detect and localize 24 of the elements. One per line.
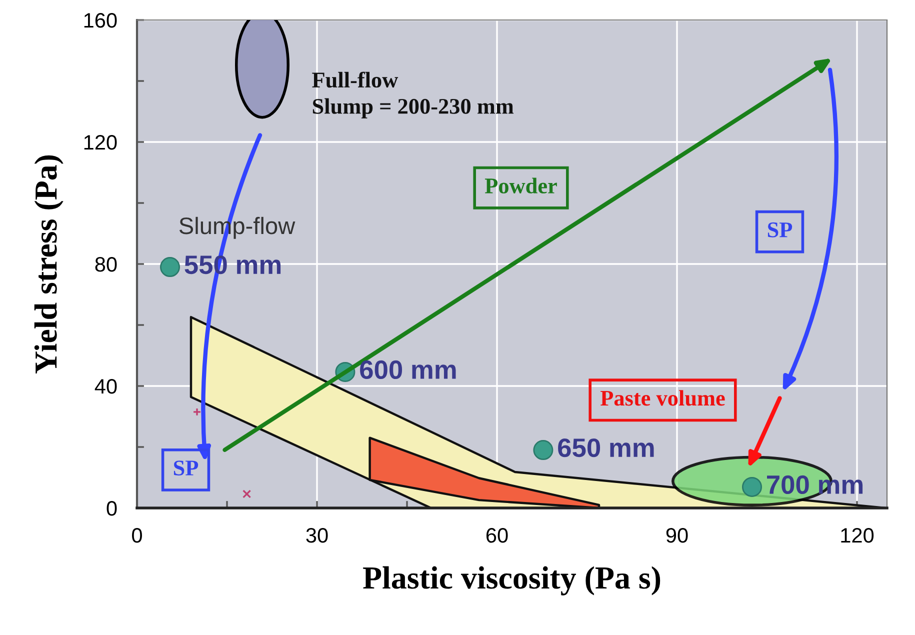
annotation: SP [174,460,198,476]
annotation: SP [768,222,792,238]
point [160,257,180,278]
y-tick-label: 120 [84,135,117,150]
x-tick-label: 120 [841,528,874,543]
annotation: 600 mm [360,360,456,380]
point [742,476,762,497]
x-tick-label: 0 [132,528,142,543]
annotation: 650 mm [558,438,654,458]
point [242,490,252,498]
y-axis-title: Yield stress (Pa) [34,155,64,374]
x-tick-label: 90 [666,528,688,543]
point [533,440,554,460]
y-tick-label: 160 [84,13,117,28]
x-axis-title: Plastic viscosity (Pa s) [363,566,660,596]
y-tick-label: 80 [95,257,117,272]
annotation: Full-flow Slump = 200-230 mm [312,72,514,118]
point [192,408,202,416]
annotation: Paste volume [600,390,725,406]
x-tick-label: 30 [306,528,328,543]
y-tick-label: 40 [94,379,117,394]
y-tick-label: 0 [106,501,117,516]
annotation: Powder [484,178,557,194]
x-tick-label: 60 [486,528,508,543]
